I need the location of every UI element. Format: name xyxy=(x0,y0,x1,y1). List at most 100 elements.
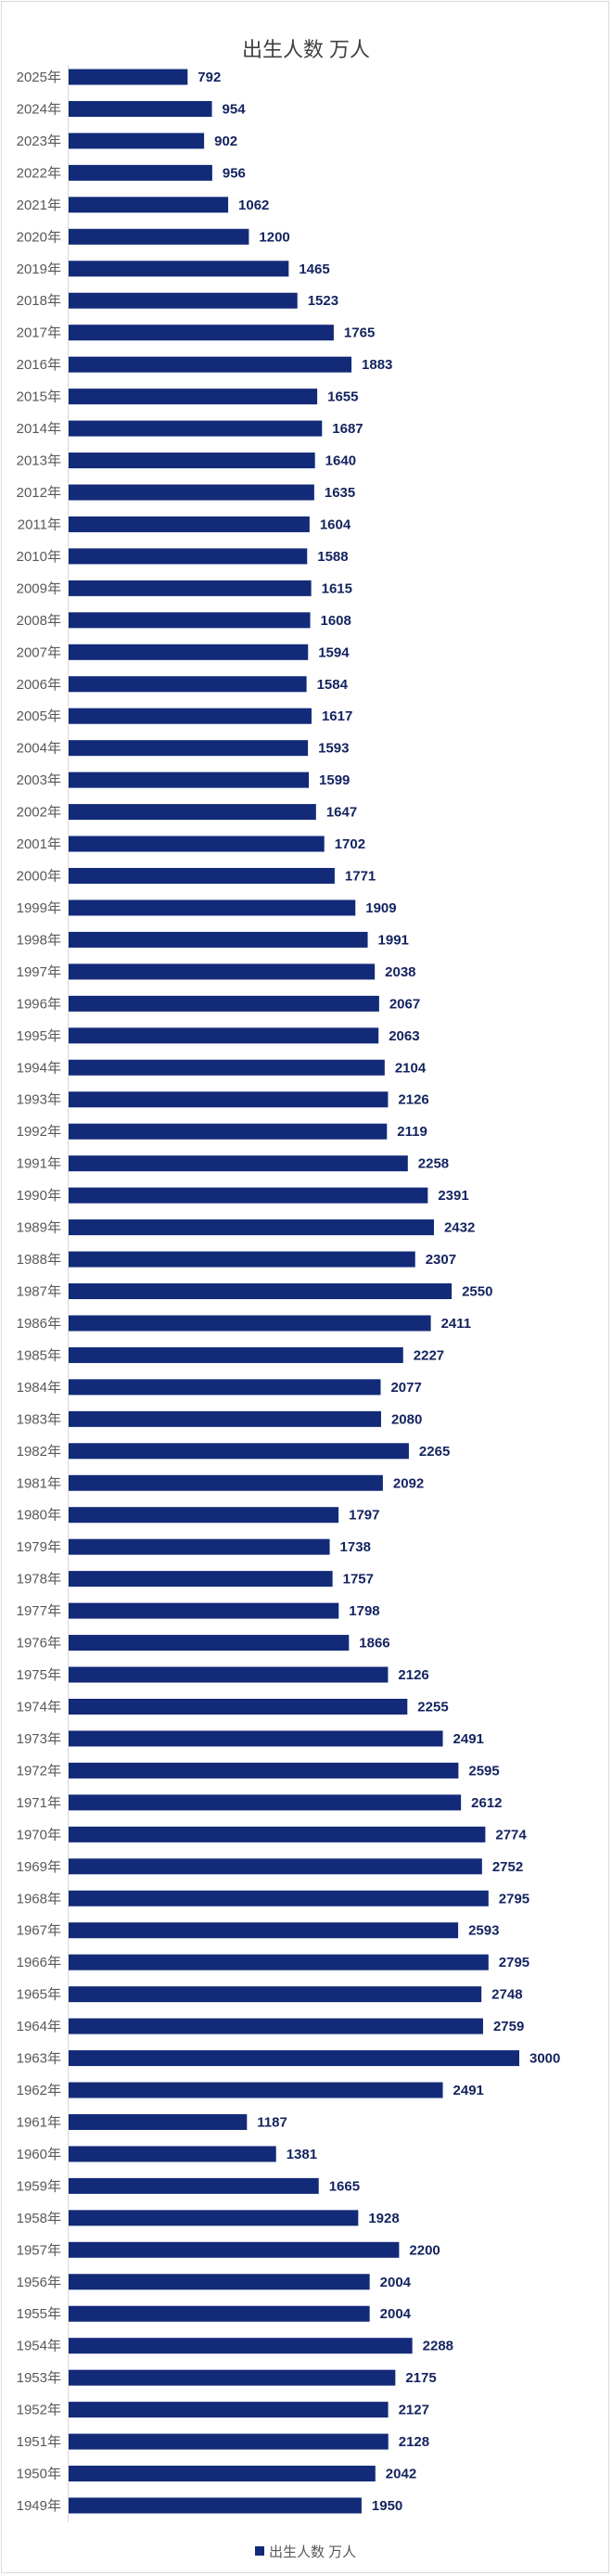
data-label: 1593 xyxy=(318,741,349,757)
y-tick-label: 1998年 xyxy=(17,932,61,948)
y-tick-label: 1991年 xyxy=(17,1156,61,1172)
bar xyxy=(69,325,334,341)
data-label: 1465 xyxy=(299,261,329,277)
data-label: 2612 xyxy=(471,1795,502,1811)
bar xyxy=(69,931,368,948)
data-label: 1640 xyxy=(325,453,356,469)
data-label: 2491 xyxy=(453,2083,484,2098)
legend: 出生人数 万人 xyxy=(255,2544,356,2560)
bar xyxy=(69,2466,376,2482)
data-label: 1635 xyxy=(325,485,355,501)
data-label: 2077 xyxy=(390,1380,421,1396)
data-label: 1687 xyxy=(332,421,363,437)
data-label: 1062 xyxy=(238,198,269,213)
y-tick-label: 2001年 xyxy=(17,836,61,852)
y-tick-label: 2004年 xyxy=(17,741,61,757)
y-tick-label: 2002年 xyxy=(17,805,61,821)
y-tick-label: 2011年 xyxy=(18,516,61,532)
bar xyxy=(69,2241,400,2258)
data-label: 2004 xyxy=(380,2275,412,2290)
bar xyxy=(69,1187,428,1204)
y-tick-label: 1965年 xyxy=(17,1987,61,2003)
y-tick-label: 1996年 xyxy=(17,996,61,1012)
data-label: 792 xyxy=(198,70,221,85)
bar xyxy=(69,1602,339,1619)
y-tick-label: 1973年 xyxy=(17,1731,61,1747)
y-tick-label: 1981年 xyxy=(17,1475,61,1491)
y-tick-label: 1987年 xyxy=(17,1284,61,1300)
y-tick-label: 1971年 xyxy=(17,1795,61,1811)
data-label: 3000 xyxy=(529,2051,560,2067)
bar xyxy=(69,2433,389,2450)
y-tick-label: 2024年 xyxy=(17,101,61,117)
bar xyxy=(69,804,316,821)
y-tick-label: 2003年 xyxy=(17,772,61,788)
data-label: 1797 xyxy=(349,1508,379,1524)
data-label: 2038 xyxy=(385,964,415,980)
y-tick-label: 1988年 xyxy=(17,1252,61,1268)
data-label: 2227 xyxy=(414,1347,444,1363)
bar xyxy=(69,1507,339,1524)
data-label: 2288 xyxy=(423,2339,453,2354)
bar xyxy=(69,1155,408,1172)
data-label: 2092 xyxy=(393,1475,424,1491)
data-label: 1608 xyxy=(320,613,351,629)
bar xyxy=(69,612,311,629)
y-tick-label: 1950年 xyxy=(17,2467,61,2482)
bar xyxy=(69,2369,396,2386)
bar xyxy=(69,2338,413,2354)
data-label: 2795 xyxy=(499,1891,529,1906)
bar xyxy=(69,1091,389,1108)
bar xyxy=(69,292,298,309)
data-label: 2004 xyxy=(380,2306,412,2322)
bar xyxy=(69,2146,276,2162)
y-tick-label: 1983年 xyxy=(17,1411,61,1427)
bar xyxy=(69,899,356,916)
y-tick-label: 2018年 xyxy=(17,293,61,309)
y-tick-label: 1986年 xyxy=(17,1316,61,1332)
data-label: 2042 xyxy=(386,2467,416,2482)
y-tick-label: 1960年 xyxy=(17,2147,61,2162)
data-label: 2175 xyxy=(405,2370,436,2386)
y-tick-label: 1974年 xyxy=(17,1699,61,1715)
data-label: 1594 xyxy=(318,644,350,660)
y-tick-label: 2007年 xyxy=(17,644,61,660)
bar xyxy=(69,740,309,757)
y-tick-label: 1997年 xyxy=(17,964,61,980)
bar xyxy=(69,1954,489,1970)
y-tick-label: 1953年 xyxy=(17,2370,61,2386)
bar xyxy=(69,1123,388,1140)
bar xyxy=(69,1283,453,1299)
bar xyxy=(69,1858,482,1875)
data-label: 2307 xyxy=(426,1252,456,1268)
bar xyxy=(69,228,249,245)
y-tick-label: 2020年 xyxy=(17,229,61,245)
bars-group: 2025年 792 2024年 954 2023年 902 2022年 956 2021年 106… xyxy=(17,69,560,2514)
y-tick-label: 2015年 xyxy=(17,389,61,405)
bar xyxy=(69,1826,486,1843)
data-label: 2752 xyxy=(492,1859,523,1875)
y-tick-label: 2017年 xyxy=(17,325,61,341)
bar xyxy=(69,1698,408,1715)
data-label: 1950 xyxy=(372,2498,402,2514)
data-label: 954 xyxy=(223,101,247,117)
y-tick-label: 1963年 xyxy=(17,2051,61,2067)
y-tick-label: 1979年 xyxy=(17,1539,61,1555)
bar xyxy=(69,1474,383,1491)
bar xyxy=(69,1538,330,1555)
bar xyxy=(69,1219,434,1236)
bar xyxy=(69,1251,415,1268)
y-tick-label: 1970年 xyxy=(17,1827,61,1843)
y-tick-label: 2014年 xyxy=(17,421,61,437)
chart-title: 出生人数 万人 xyxy=(242,38,370,61)
y-tick-label: 1959年 xyxy=(17,2178,61,2194)
data-label: 2748 xyxy=(491,1987,522,2003)
bar xyxy=(69,708,312,724)
bar xyxy=(69,133,205,149)
y-tick-label: 1978年 xyxy=(17,1572,61,1588)
bar xyxy=(69,580,312,596)
y-tick-label: 1982年 xyxy=(17,1444,61,1460)
data-label: 2491 xyxy=(453,1731,484,1747)
data-label: 2067 xyxy=(389,996,420,1012)
y-tick-label: 2019年 xyxy=(17,261,61,277)
